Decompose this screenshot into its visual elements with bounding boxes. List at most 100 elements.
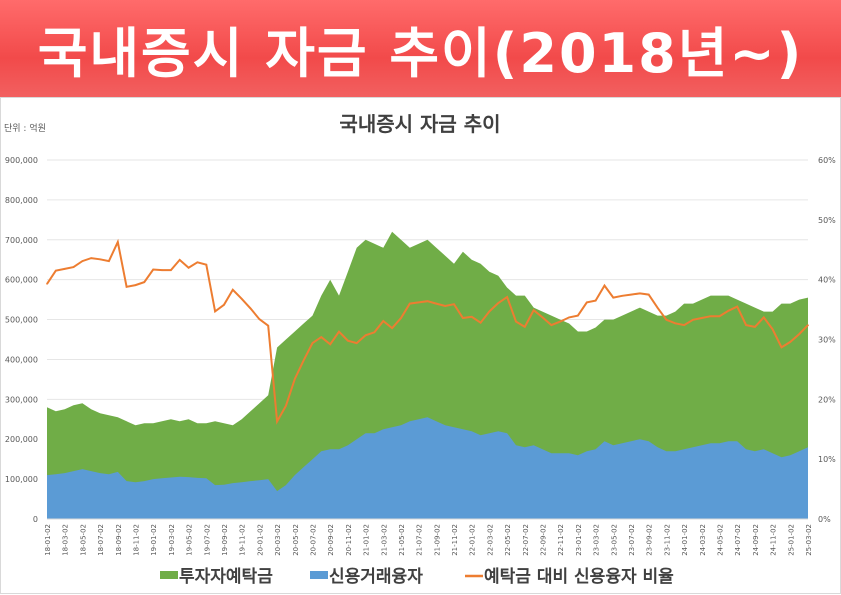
x-tick-label: 22-05-02 [504,524,512,556]
line-point [444,305,446,307]
line-point [205,263,208,266]
x-tick-label: 18-11-02 [132,524,140,556]
legend-item-1: 신용거래융자 [310,567,423,587]
line-point [771,328,774,331]
line-point [178,259,181,261]
line-point [170,269,172,271]
line-point [125,286,128,288]
line-point [409,302,411,305]
x-tick-label: 19-09-02 [221,524,229,556]
line-point [338,330,340,333]
legend-swatch [160,571,178,579]
y-left-tick-label: 500,000 [5,316,38,325]
y-left-tick-label: 900,000 [5,156,38,165]
line-point [479,321,482,324]
line-point [568,316,570,319]
x-tick-label: 21-03-02 [380,524,388,556]
line-point [727,309,730,312]
x-tick-label: 24-01-02 [681,524,689,556]
line-point [400,317,402,319]
legend-swatch [310,571,328,579]
x-tick-label: 24-05-02 [717,524,725,556]
line-point [594,299,597,302]
x-tick-label: 23-09-02 [646,524,654,556]
x-tick-label: 19-11-02 [239,524,247,556]
line-point [347,339,349,342]
y-left-tick-label: 400,000 [5,355,38,364]
line-point [320,336,323,338]
line-point [417,301,420,304]
y-left-tick-label: 700,000 [5,236,38,245]
x-tick-label: 23-07-02 [628,524,636,556]
x-tick-label: 23-05-02 [610,524,618,556]
y-left-tick-label: 300,000 [5,395,38,404]
x-tick-label: 19-01-02 [150,524,158,556]
line-point [550,324,553,326]
x-tick-label: 22-11-02 [557,524,565,556]
line-point [780,346,783,349]
y-left-tick-label: 600,000 [5,276,38,285]
line-point [143,281,146,283]
line-point [559,320,562,323]
x-tick-label: 25-01-02 [787,524,795,556]
line-point [789,341,792,343]
x-tick-label: 19-03-02 [168,524,176,556]
line-point [736,305,739,308]
legend-label: 투자자예탁금 [179,567,273,587]
banner-title: 국내증시 자금 추이(2018년~) [37,22,804,85]
line-point [240,298,243,300]
line-point [214,310,216,313]
line-point [285,405,287,407]
line-point [665,318,668,321]
y-left-tick-label: 200,000 [5,435,38,444]
line-point [276,420,278,423]
y-right-tick-label: 60% [818,156,836,165]
unit-label: 단위 : 억원 [4,122,46,134]
line-point [161,269,163,271]
line-point [807,324,809,326]
x-tick-label: 18-01-02 [44,524,52,556]
line-point [72,266,75,268]
x-tick-label: 19-05-02 [186,524,194,556]
line-point [683,324,685,326]
line-point [656,306,659,309]
line-point [541,316,544,319]
line-point [426,300,429,303]
line-point [621,295,623,297]
y-right-tick-label: 40% [818,276,836,285]
line-point [532,309,535,311]
x-tick-label: 22-01-02 [469,524,477,556]
x-tick-label: 20-11-02 [345,524,353,556]
line-point [152,268,154,271]
line-point [718,315,721,317]
x-tick-label: 21-11-02 [451,524,459,556]
line-point [293,378,296,380]
y-left-tick-label: 0 [33,515,38,524]
line-point [99,258,101,261]
line-point [55,269,57,272]
line-point [311,342,314,344]
x-tick-label: 18-05-02 [79,524,87,556]
line-point [701,317,703,319]
line-point [134,284,137,286]
legend-item-2: 예탁금 대비 신용융자 비율 [465,567,674,587]
x-tick-label: 24-07-02 [734,524,742,556]
x-tick-label: 23-01-02 [575,524,583,556]
x-tick-label: 21-05-02 [398,524,406,556]
x-tick-label: 18-09-02 [115,524,123,556]
line-point [798,333,800,335]
line-point [462,317,464,319]
line-point [524,326,526,328]
line-point [488,310,491,313]
area-series-1 [47,417,808,519]
line-point [630,293,632,296]
line-point [258,318,261,320]
line-point [187,266,190,269]
x-tick-label: 20-09-02 [327,524,335,556]
y-left-tick-label: 100,000 [5,475,38,484]
line-point [585,301,588,304]
line-point [267,324,270,327]
line-point [46,283,48,285]
line-point [355,342,358,344]
line-point [762,316,765,319]
